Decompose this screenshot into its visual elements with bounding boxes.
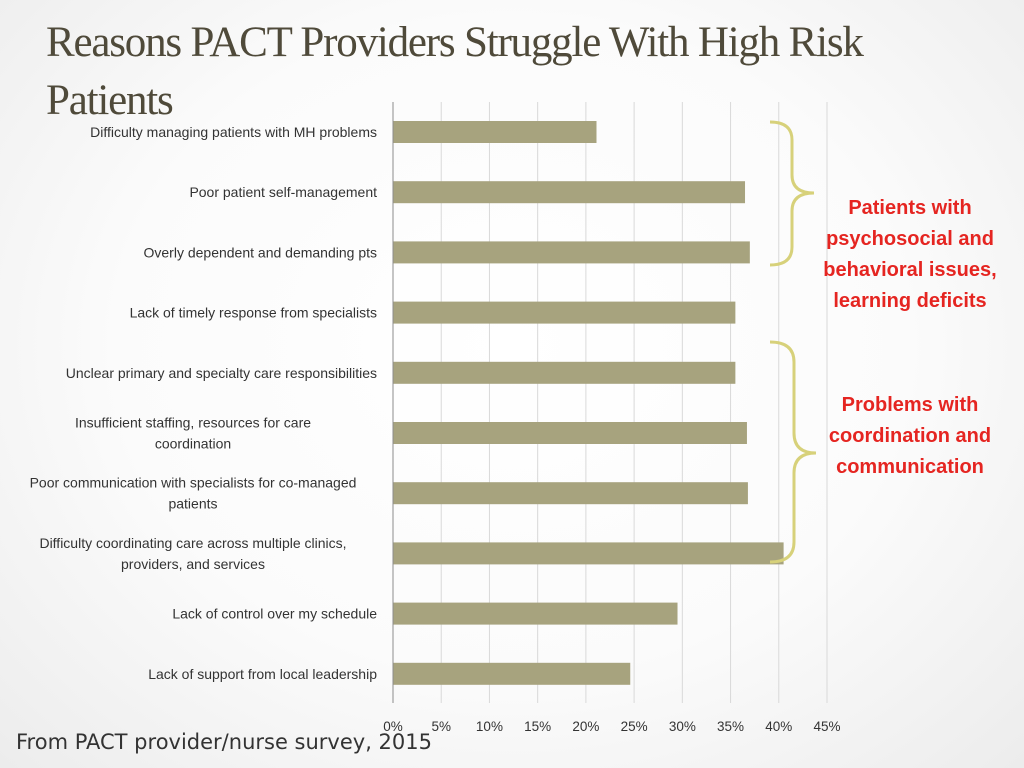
bar <box>393 542 784 565</box>
category-labels: Difficulty managing patients with MH pro… <box>30 124 378 682</box>
annotation-coordination: Problems with coordination and communica… <box>828 394 992 478</box>
category-label: Overly dependent and demanding pts <box>144 244 378 260</box>
x-tick-label: 20% <box>572 719 599 734</box>
category-label: Difficulty managing patients with MH pro… <box>90 124 377 140</box>
x-tick-label: 0% <box>383 719 403 734</box>
x-tick-label: 30% <box>669 719 696 734</box>
x-tick-label: 40% <box>765 719 792 734</box>
category-label: Difficulty coordinating care across mult… <box>39 535 346 572</box>
x-tick-label: 45% <box>813 719 840 734</box>
x-tick-label: 10% <box>476 719 503 734</box>
x-tick-label: 35% <box>717 719 744 734</box>
category-label: Unclear primary and specialty care respo… <box>66 365 377 381</box>
x-tick-label: 15% <box>524 719 551 734</box>
bar <box>393 482 748 505</box>
bar <box>393 361 736 384</box>
x-tick-labels: 0% 5% 10% 15% 20% 25% 30% 35% 40% 45% <box>383 719 840 734</box>
bar <box>393 181 746 204</box>
bar <box>393 662 631 685</box>
category-label: Poor patient self-management <box>189 184 377 200</box>
category-label: Lack of control over my schedule <box>172 606 377 622</box>
bar <box>393 121 597 143</box>
x-tick-label: 25% <box>621 719 648 734</box>
category-label: Lack of timely response from specialists <box>130 305 377 321</box>
bars <box>393 121 784 685</box>
bar <box>393 422 747 444</box>
slide-title: Reasons PACT Providers Struggle With Hig… <box>46 19 864 124</box>
source-note: From PACT provider/nurse survey, 2015 <box>16 730 433 754</box>
bar <box>393 241 750 264</box>
brace-group1 <box>769 120 815 267</box>
bar <box>393 301 736 324</box>
annotation-psychosocial: Patients with psychosocial and behaviora… <box>823 197 997 312</box>
category-label: Lack of support from local leadership <box>148 666 377 682</box>
bar <box>393 602 678 625</box>
x-tick-label: 5% <box>431 719 451 734</box>
category-label: Insufficient staffing, resources for car… <box>75 415 311 452</box>
brace-group2 <box>769 340 817 564</box>
category-label: Poor communication with specialists for … <box>30 475 357 512</box>
